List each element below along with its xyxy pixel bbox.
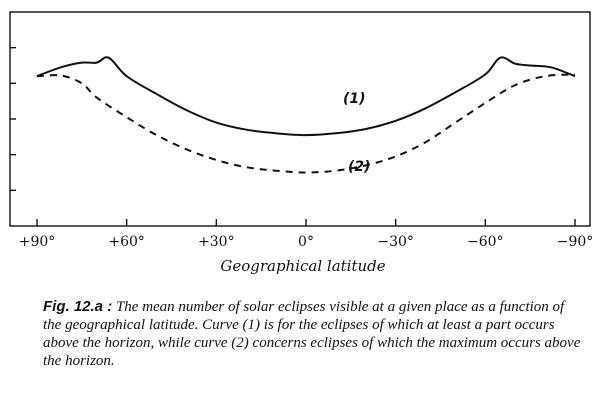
- y-axis-ticks: [10, 46, 16, 192]
- x-tick-label-1: +60°: [108, 234, 145, 250]
- x-tick-label-0: +90°: [19, 234, 56, 250]
- x-axis-tick-labels: +90° +60° +30° 0° −30° −60° −90°: [19, 234, 594, 250]
- curve-1-line: [36, 56, 576, 137]
- curve-2-label: (2): [348, 159, 371, 175]
- figure-caption-lead: Fig. 12.a :: [43, 298, 113, 315]
- figure-caption: Fig. 12.a : The mean number of solar ecl…: [43, 298, 583, 370]
- x-axis-ticks: [36, 219, 576, 226]
- x-tick-label-2: +30°: [198, 234, 235, 250]
- x-tick-label-3: 0°: [298, 234, 314, 250]
- x-axis-label: Geographical latitude: [220, 257, 385, 275]
- x-tick-label-5: −60°: [467, 234, 504, 250]
- plot-frame: [9, 11, 591, 227]
- x-tick-label-4: −30°: [377, 234, 414, 250]
- x-tick-label-6: −90°: [557, 234, 594, 250]
- curve-1-label: (1): [343, 91, 366, 107]
- curve-2-line: [36, 73, 576, 174]
- figure-caption-text: The mean number of solar eclipses visibl…: [43, 299, 581, 369]
